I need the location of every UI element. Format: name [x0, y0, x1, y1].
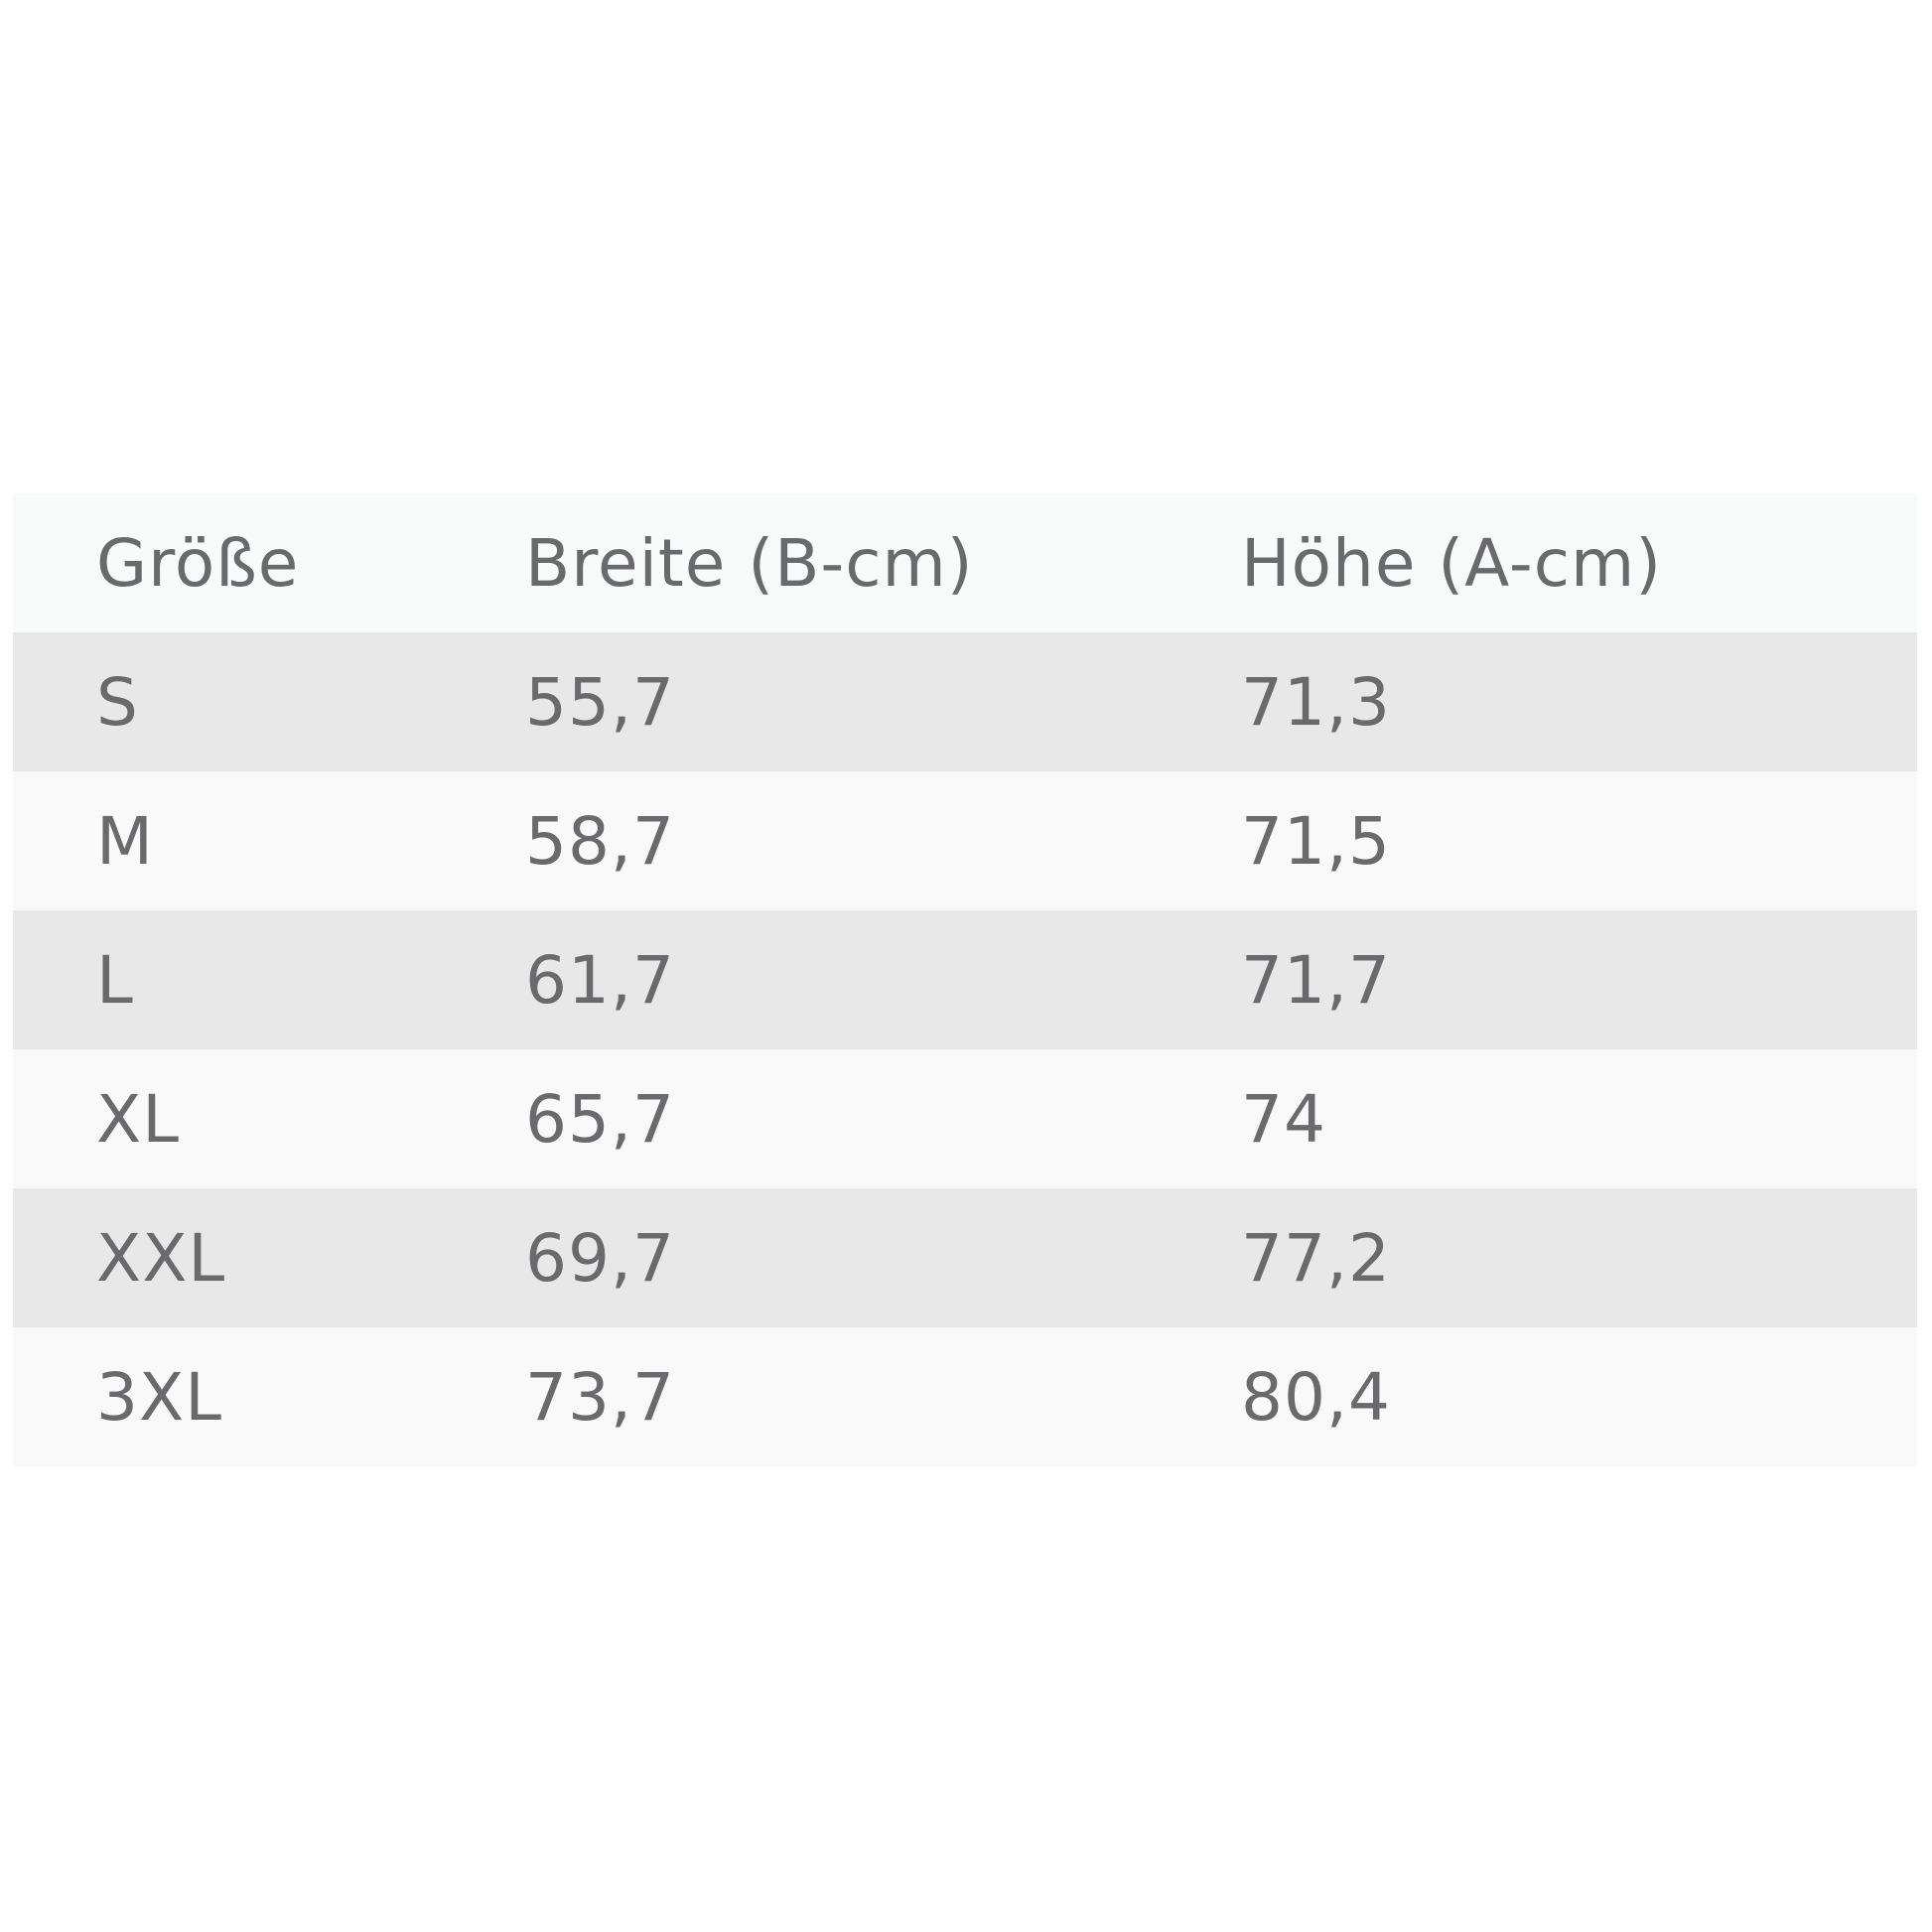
- cell-size: 3XL: [96, 1358, 222, 1436]
- table-row: S 55,7 71,3: [13, 632, 1917, 771]
- size-chart-table: Größe Breite (B-cm) Höhe (A-cm) S 55,7 7…: [13, 493, 1917, 1466]
- header-size: Größe: [96, 524, 300, 602]
- cell-size: L: [96, 941, 134, 1019]
- cell-width: 61,7: [525, 941, 675, 1019]
- cell-height: 71,3: [1241, 663, 1391, 741]
- table-row: 3XL 73,7 80,4: [13, 1327, 1917, 1466]
- header-width: Breite (B-cm): [525, 524, 974, 602]
- cell-width: 55,7: [525, 663, 675, 741]
- cell-width: 58,7: [525, 802, 675, 880]
- cell-height: 77,2: [1241, 1219, 1391, 1297]
- table-row: M 58,7 71,5: [13, 771, 1917, 910]
- cell-height: 74: [1241, 1080, 1326, 1158]
- cell-size: S: [96, 663, 139, 741]
- table-row: XXL 69,7 77,2: [13, 1188, 1917, 1327]
- cell-size: XXL: [96, 1219, 226, 1297]
- table-row: L 61,7 71,7: [13, 910, 1917, 1049]
- cell-height: 71,5: [1241, 802, 1391, 880]
- cell-width: 73,7: [525, 1358, 675, 1436]
- cell-height: 80,4: [1241, 1358, 1391, 1436]
- table-header-row: Größe Breite (B-cm) Höhe (A-cm): [13, 493, 1917, 632]
- cell-size: XL: [96, 1080, 180, 1158]
- cell-width: 69,7: [525, 1219, 675, 1297]
- cell-height: 71,7: [1241, 941, 1391, 1019]
- cell-width: 65,7: [525, 1080, 675, 1158]
- table-row: XL 65,7 74: [13, 1049, 1917, 1188]
- header-height: Höhe (A-cm): [1241, 524, 1663, 602]
- cell-size: M: [96, 802, 154, 880]
